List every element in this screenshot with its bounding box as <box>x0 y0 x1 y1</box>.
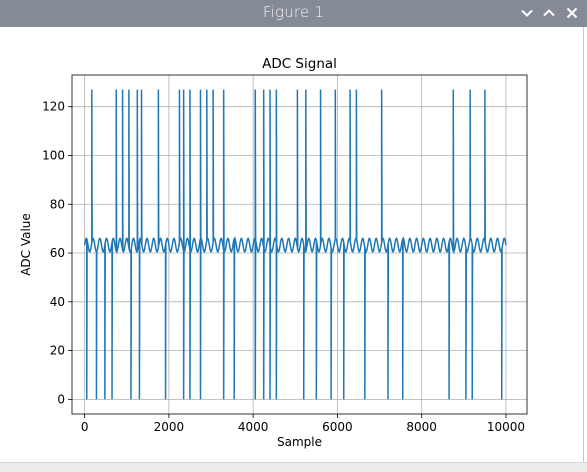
window-title: Figure 1 <box>262 3 325 21</box>
window-bottom-bar <box>0 462 587 472</box>
y-axis-ticks: 0 20 40 60 80 100 120 <box>42 100 72 406</box>
x-tick-label: 6000 <box>322 420 353 434</box>
close-icon <box>566 7 578 19</box>
y-tick-label: 20 <box>50 344 65 358</box>
adc-signal-line <box>83 89 507 400</box>
x-tick-label: 2000 <box>154 420 185 434</box>
y-tick-label: 40 <box>50 295 65 309</box>
x-tick-label: 8000 <box>406 420 437 434</box>
x-tick-label: 0 <box>81 420 89 434</box>
y-tick-label: 60 <box>50 246 65 260</box>
minimize-button[interactable] <box>516 2 538 24</box>
chevron-up-icon <box>543 9 555 17</box>
x-tick-label: 10000 <box>487 420 525 434</box>
x-axis-ticks: 0 2000 4000 6000 8000 10000 <box>81 414 525 434</box>
window-right-edge <box>583 27 587 471</box>
figure-canvas: ADC Signal 0 20 40 60 80 100 120 0 2000 4000 6000… <box>19 56 528 449</box>
x-tick-label: 4000 <box>238 420 269 434</box>
chart-title: ADC Signal <box>262 56 337 72</box>
window-titlebar[interactable]: Figure 1 <box>0 0 587 27</box>
axes-frame <box>71 74 528 415</box>
maximize-button[interactable] <box>538 2 560 24</box>
close-button[interactable] <box>561 2 583 24</box>
y-tick-label: 80 <box>50 197 65 211</box>
x-axis-label: Sample <box>277 435 322 449</box>
chevron-down-icon <box>521 9 533 17</box>
y-tick-label: 0 <box>57 392 65 406</box>
y-tick-label: 120 <box>42 100 65 114</box>
y-tick-label: 100 <box>42 148 65 162</box>
y-axis-label: ADC Value <box>19 213 33 276</box>
